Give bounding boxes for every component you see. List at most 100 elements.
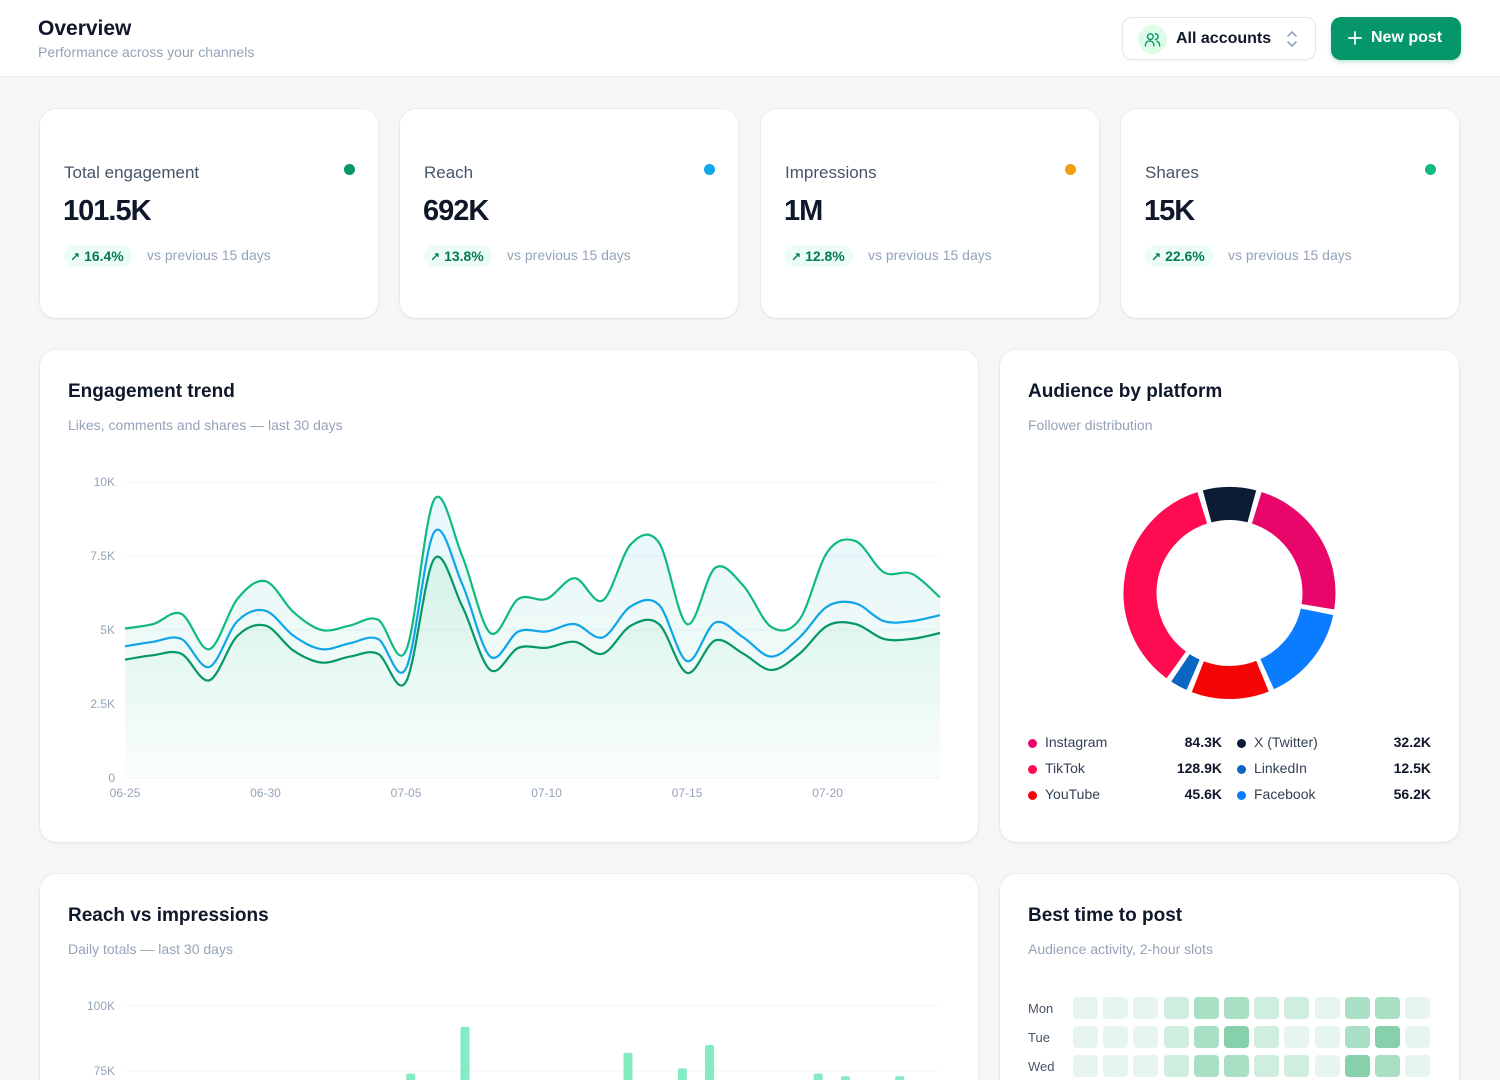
heatmap-cell[interactable] xyxy=(1375,1026,1400,1048)
kpi-card-reach: Reach 692K ↗ 13.8% vs previous 15 days xyxy=(400,109,738,318)
legend-swatch xyxy=(1028,791,1037,800)
reach-bar xyxy=(623,1052,633,1080)
heatmap-cell[interactable] xyxy=(1193,1055,1219,1077)
heatmap-cell[interactable] xyxy=(1254,1055,1280,1077)
series-line-2 xyxy=(124,495,941,657)
arrow-up-right-icon: ↗ xyxy=(430,250,441,264)
y-tick-label: 5K xyxy=(100,623,115,637)
heatmap-cell[interactable] xyxy=(1314,997,1340,1019)
kpi-title: Shares xyxy=(1145,163,1199,182)
legend-label: LinkedIn xyxy=(1254,760,1307,776)
plus-icon xyxy=(1347,30,1363,51)
x-tick-label: 06-30 xyxy=(250,786,281,800)
x-tick-label: 07-20 xyxy=(812,786,843,800)
heatmap-cell[interactable] xyxy=(1073,1055,1098,1077)
heatmap-cell[interactable] xyxy=(1344,1026,1370,1048)
kpi-comparison: vs previous 15 days xyxy=(868,247,992,263)
heatmap-cell[interactable] xyxy=(1103,1055,1129,1077)
users-icon xyxy=(1138,25,1167,54)
legend-swatch xyxy=(1237,739,1246,748)
kpi-comparison: vs previous 15 days xyxy=(507,247,631,263)
heatmap-cell[interactable] xyxy=(1375,997,1400,1019)
heatmap-cell[interactable] xyxy=(1103,1026,1129,1048)
heatmap-cell[interactable] xyxy=(1284,997,1310,1019)
kpi-title: Total engagement xyxy=(64,163,200,182)
heatmap-cell[interactable] xyxy=(1405,1055,1431,1077)
series-line-0 xyxy=(124,555,941,687)
card-title: Reach vs impressions xyxy=(68,905,269,926)
engagement-area-fill xyxy=(125,556,940,778)
heatmap-cell[interactable] xyxy=(1103,997,1129,1019)
heatmap-cell[interactable] xyxy=(1344,997,1370,1019)
kpi-change-value: 13.8% xyxy=(444,248,484,264)
heatmap-cell[interactable] xyxy=(1163,1055,1189,1077)
page-title: Overview xyxy=(38,17,132,40)
legend-label: Instagram xyxy=(1045,734,1108,750)
legend-label: X (Twitter) xyxy=(1254,734,1318,750)
kpi-status-dot xyxy=(1425,164,1436,175)
legend-value: 32.2K xyxy=(1393,734,1431,750)
heatmap-cell[interactable] xyxy=(1193,997,1219,1019)
legend-label: TikTok xyxy=(1045,760,1085,776)
kpi-comparison: vs previous 15 days xyxy=(1228,247,1352,263)
card-subtitle: Likes, comments and shares — last 30 day… xyxy=(68,417,343,433)
kpi-card-engagement: Total engagement 101.5K ↗ 16.4% vs previo… xyxy=(40,109,378,318)
reach-bar xyxy=(677,1068,687,1080)
y-tick-label: 75K xyxy=(94,1064,115,1078)
heatmap-cell[interactable] xyxy=(1314,1026,1340,1048)
kpi-status-dot xyxy=(1065,164,1076,175)
heatmap-cell[interactable] xyxy=(1133,997,1159,1019)
arrow-up-right-icon: ↗ xyxy=(791,250,802,264)
x-tick-label: 06-25 xyxy=(110,786,141,800)
heatmap-cell[interactable] xyxy=(1133,1055,1159,1077)
heatmap-cell[interactable] xyxy=(1224,1026,1249,1048)
card-subtitle: Daily totals — last 30 days xyxy=(68,941,233,957)
legend-swatch xyxy=(1028,739,1037,748)
legend-value: 128.9K xyxy=(1176,760,1222,776)
heatmap-cell[interactable] xyxy=(1193,1026,1219,1048)
y-tick-label: 2.5K xyxy=(90,697,115,711)
heatmap-cell[interactable] xyxy=(1254,1026,1280,1048)
chevron-updown-icon xyxy=(1286,30,1298,53)
kpi-change-badge: ↗ 12.8% xyxy=(785,245,853,267)
kpi-change-badge: ↗ 22.6% xyxy=(1145,245,1213,267)
donut-slice-linkedin xyxy=(1168,651,1203,693)
kpi-value: 101.5K xyxy=(63,195,152,227)
heatmap-cell[interactable] xyxy=(1344,1055,1370,1077)
heatmap-cell[interactable] xyxy=(1224,997,1249,1019)
kpi-status-dot xyxy=(344,164,355,175)
heatmap-cell[interactable] xyxy=(1133,1026,1159,1048)
heatmap-cell[interactable] xyxy=(1284,1026,1310,1048)
reach-bar xyxy=(813,1073,823,1080)
reach-bar xyxy=(895,1076,905,1080)
heatmap-cell[interactable] xyxy=(1073,1026,1098,1048)
donut-slice-youtube xyxy=(1189,658,1272,701)
heatmap-cell[interactable] xyxy=(1224,1055,1249,1077)
heatmap-cell[interactable] xyxy=(1284,1055,1310,1077)
kpi-change-value: 22.6% xyxy=(1165,248,1205,264)
heatmap-cell[interactable] xyxy=(1163,1026,1189,1048)
heatmap-cell[interactable] xyxy=(1254,997,1280,1019)
heatmap-cell[interactable] xyxy=(1314,1055,1340,1077)
x-tick-label: 07-10 xyxy=(531,786,562,800)
new-post-button[interactable]: New post xyxy=(1331,17,1461,60)
legend-value: 84.3K xyxy=(1184,734,1222,750)
donut-slice-instagram xyxy=(1249,489,1338,612)
best-time-card: Best time to post Audience activity, 2-h… xyxy=(1000,874,1459,1080)
account-selector[interactable]: All accounts xyxy=(1122,17,1316,60)
engagement-trend-card: Engagement trend Likes, comments and sha… xyxy=(40,350,978,842)
heatmap-cell[interactable] xyxy=(1163,997,1189,1019)
kpi-comparison: vs previous 15 days xyxy=(147,247,271,263)
x-tick-label: 07-05 xyxy=(391,786,422,800)
audience-platform-card: Audience by platform Follower distributi… xyxy=(1000,350,1459,842)
kpi-card-impressions: Impressions 1M ↗ 12.8% vs previous 15 day… xyxy=(761,109,1099,318)
y-tick-label: 10K xyxy=(94,475,115,489)
kpi-title: Impressions xyxy=(785,163,877,182)
heatmap-cell[interactable] xyxy=(1405,997,1431,1019)
heatmap-cell[interactable] xyxy=(1405,1026,1431,1048)
heatmap-cell[interactable] xyxy=(1073,997,1098,1019)
card-title: Engagement trend xyxy=(68,381,235,402)
legend-label: Facebook xyxy=(1254,786,1316,802)
heatmap-cell[interactable] xyxy=(1375,1055,1400,1077)
new-post-label: New post xyxy=(1371,29,1443,46)
